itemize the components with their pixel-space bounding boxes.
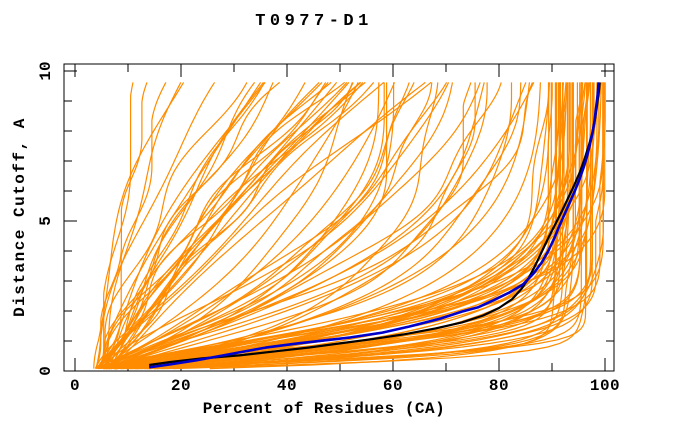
highlighted-model-navy [149, 82, 600, 369]
x-axis-label: Percent of Residues (CA) [202, 400, 446, 418]
x-tick-label: 40 [276, 377, 298, 395]
chart-title: T0977-D1 [255, 12, 373, 31]
x-tick-label: 60 [382, 377, 404, 395]
y-axis-label: Distance Cutoff, A [11, 117, 29, 317]
y-tick-label: 0 [37, 366, 55, 376]
x-tick-label: 100 [589, 377, 621, 395]
x-tick-label: 0 [69, 377, 81, 395]
x-tick-label: 80 [488, 377, 510, 395]
y-tick-label: 5 [37, 216, 55, 226]
y-tick-label: 10 [37, 61, 55, 81]
x-tick-label: 20 [170, 377, 192, 395]
